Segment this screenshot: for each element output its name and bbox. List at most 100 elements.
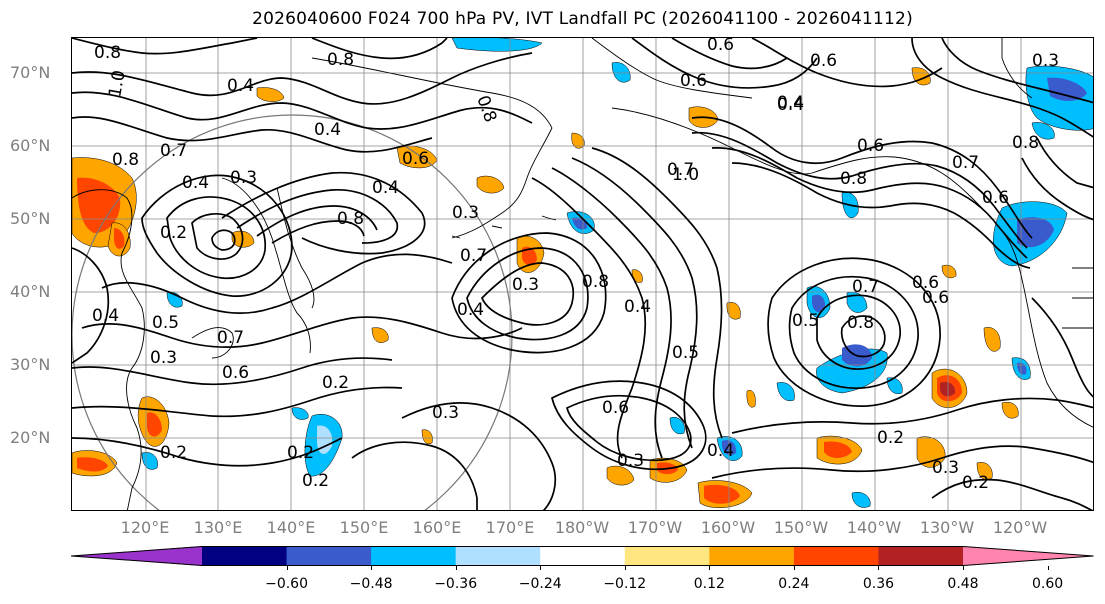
contour-label: 0.6 xyxy=(602,398,629,418)
contour-label: 0.2 xyxy=(287,443,314,463)
contour-label: 0.6 xyxy=(857,136,884,156)
colorbar-outline xyxy=(70,546,1094,566)
contour-label: 0.5 xyxy=(672,343,699,363)
contour-label: 0.7 xyxy=(667,160,694,180)
contour-label: 0.2 xyxy=(302,471,329,491)
contour-label: 0.8 xyxy=(847,313,874,333)
colorbar-tick-label: −0.12 xyxy=(603,576,647,592)
longitude-label: 130°W xyxy=(919,518,975,537)
longitude-label: 160°E xyxy=(412,518,462,537)
contour-label: 0.4 xyxy=(777,95,804,115)
longitude-label: 180°W xyxy=(554,518,610,537)
contour-label: 0.4 xyxy=(182,173,209,193)
colorbar-tickmark xyxy=(963,566,964,570)
contour-label: 0.2 xyxy=(160,443,187,463)
colorbar-tick-label: 0.48 xyxy=(947,576,979,592)
pv-contours xyxy=(72,38,1093,510)
contour-label: 0.8 xyxy=(840,169,867,189)
contour-label: 0.8 xyxy=(94,43,121,63)
colorbar-tickmark xyxy=(286,566,288,570)
longitude-label: 150°E xyxy=(339,518,389,537)
contour-label: 1.0 xyxy=(672,165,699,185)
map-svg: 0.8 0.8 1.0 0.4 0.6 0.6 0.8 0.8 0.3 0.6 … xyxy=(72,38,1093,510)
contour-label: 0.3 xyxy=(1032,51,1059,71)
contour-labels: 0.8 0.8 1.0 0.4 0.6 0.6 0.8 0.8 0.3 0.6 … xyxy=(92,38,1059,493)
contour-label: 0.6 xyxy=(707,38,734,55)
colorbar-tickmark xyxy=(878,566,880,570)
contour-label: 0.5 xyxy=(152,313,179,333)
colorbar-segment xyxy=(793,546,879,566)
contour-label: 0.4 xyxy=(457,300,484,320)
contour-label: 0.3 xyxy=(932,458,959,478)
colorbar-tickmark xyxy=(709,566,711,570)
colorbar-tick-label: −0.48 xyxy=(349,576,393,592)
longitude-label: 140°E xyxy=(266,518,316,537)
coastlines xyxy=(72,38,1093,510)
contour-label: 0.2 xyxy=(962,473,989,493)
contour-label: 0.8 xyxy=(337,209,364,229)
colorbar-svg xyxy=(70,546,1094,566)
graticule xyxy=(72,38,1093,510)
longitude-label: 140°W xyxy=(846,518,902,537)
map-panel: 0.8 0.8 1.0 0.4 0.6 0.6 0.8 0.8 0.3 0.6 … xyxy=(71,37,1094,511)
colorbar-segment xyxy=(455,546,541,566)
colorbar-tickmark xyxy=(540,566,542,570)
contour-label: 0.6 xyxy=(982,188,1009,208)
colorbar-segment xyxy=(202,546,288,566)
contour-label: 0.3 xyxy=(452,203,479,223)
contour-label: 0.7 xyxy=(460,246,487,266)
contour-label: 0.6 xyxy=(912,273,939,293)
longitude-label: 120°E xyxy=(120,518,170,537)
contour-label: 0.2 xyxy=(322,373,349,393)
contour-label: 0.3 xyxy=(150,348,177,368)
contour-label: 0.4 xyxy=(624,297,651,317)
colorbar-extend-max xyxy=(963,546,1094,566)
contour-label: 0.5 xyxy=(792,311,819,331)
latitude-label: 20°N xyxy=(10,428,51,447)
contour-label: 0.3 xyxy=(230,168,257,188)
colorbar-tickmark xyxy=(371,566,373,570)
longitude-label: 160°W xyxy=(700,518,756,537)
colorbar-segment xyxy=(878,546,964,566)
colorbar-segment xyxy=(709,546,795,566)
contour-label: 0.6 xyxy=(402,149,429,169)
contour-label: 0.4 xyxy=(777,93,804,113)
contour-label: 0.8 xyxy=(112,150,139,170)
contour-label: 0.2 xyxy=(877,428,904,448)
contour-label: 0.2 xyxy=(160,223,187,243)
colorbar-tick-label: −0.60 xyxy=(265,576,308,592)
contour-label: 0.6 xyxy=(680,71,707,91)
contour-label: 1.0 xyxy=(105,69,129,99)
contour-label: 0.8 xyxy=(472,93,500,125)
contour-label: 0.4 xyxy=(227,76,254,96)
colorbar-tickmark xyxy=(1047,566,1049,570)
contour-label: 0.8 xyxy=(327,50,354,70)
latitude-label: 50°N xyxy=(10,209,51,228)
contour-label: 0.6 xyxy=(922,288,949,308)
colorbar-tickmark xyxy=(624,566,626,570)
colorbar-tick-label: −0.36 xyxy=(434,576,478,592)
contour-label: 0.7 xyxy=(217,328,244,348)
latitude-label: 70°N xyxy=(10,63,51,82)
colorbar-segment xyxy=(624,546,710,566)
colorbar-segment xyxy=(371,546,457,566)
ivt-shading xyxy=(72,38,1093,508)
longitude-label: 130°E xyxy=(193,518,243,537)
longitude-label: 120°W xyxy=(992,518,1048,537)
contour-label: 0.7 xyxy=(160,141,187,161)
contour-label: 0.7 xyxy=(852,277,879,297)
longitude-label: 150°W xyxy=(773,518,829,537)
latitude-label: 40°N xyxy=(10,282,51,301)
contour-label: 0.3 xyxy=(617,451,644,471)
contour-label: 0.3 xyxy=(512,275,539,295)
colorbar-segment xyxy=(540,546,626,566)
contour-label: 0.4 xyxy=(707,441,734,461)
plot-title: 2026040600 F024 700 hPa PV, IVT Landfall… xyxy=(252,9,913,29)
colorbar-tick-label: 0.36 xyxy=(862,576,895,592)
contour-label: 0.6 xyxy=(810,51,837,71)
contour-label: 0.7 xyxy=(952,153,979,173)
contour-label: 0.4 xyxy=(314,120,341,140)
colorbar-tick-label: 0.24 xyxy=(778,576,810,592)
colorbar-tickmark xyxy=(793,566,795,570)
colorbar-segment xyxy=(286,546,372,566)
